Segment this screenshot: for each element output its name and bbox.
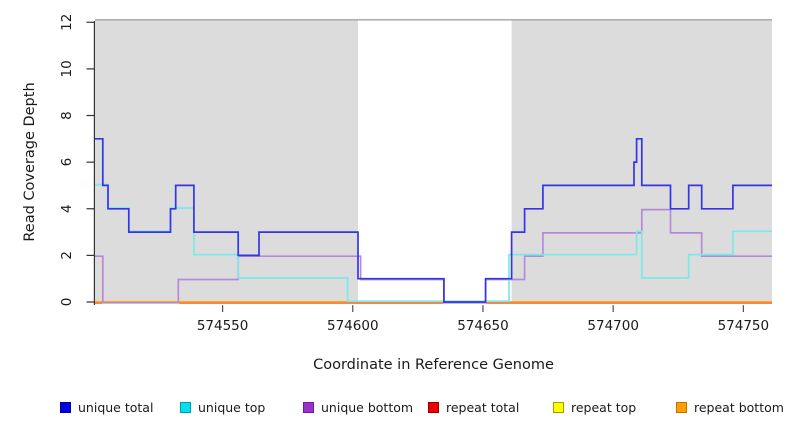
x-tick-label: 574550 [197,318,249,334]
y-tick-label: 0 [59,298,75,307]
legend-label: repeat top [571,399,637,415]
legend-label: unique total [78,399,154,415]
legend-swatch-unique-bottom [303,401,314,413]
legend-item-unique-top: unique top [180,399,266,415]
legend-item-repeat-bottom: repeat bottom [676,399,784,415]
y-tick-label: 10 [59,60,75,77]
legend-label: repeat total [446,399,520,415]
legend-swatch-unique-total [60,401,71,413]
legend-item-unique-bottom: unique bottom [303,399,414,415]
x-tick-label: 574700 [587,318,639,334]
legend-swatch-repeat-total [428,401,439,413]
legend-item-repeat-total: repeat total [428,399,520,415]
y-tick-label: 4 [59,204,75,213]
legend-swatch-repeat-top [553,401,564,413]
legend-label: unique top [198,399,266,415]
x-axis-title: Coordinate in Reference Genome [313,357,554,373]
legend-label: repeat bottom [694,399,784,415]
y-tick-label: 6 [59,158,75,167]
y-axis-title: Read Coverage Depth [22,82,38,242]
legend-swatch-repeat-bottom [676,401,687,413]
x-tick-label: 574600 [327,318,379,334]
x-tick-label: 574750 [718,318,770,334]
y-tick-label: 12 [59,14,75,31]
series-unique-total-line [95,137,772,303]
legend-item-unique-total: unique total [60,399,154,415]
legend-item-repeat-top: repeat top [553,399,637,415]
shaded-region-1 [95,20,358,304]
legend: unique total unique top unique bottom repea… [0,400,792,420]
x-tick-label: 574650 [457,318,509,334]
y-tick-label: 2 [59,251,75,260]
legend-label: unique bottom [321,399,414,415]
y-tick-label: 8 [59,111,75,120]
legend-swatch-unique-top [180,401,191,413]
